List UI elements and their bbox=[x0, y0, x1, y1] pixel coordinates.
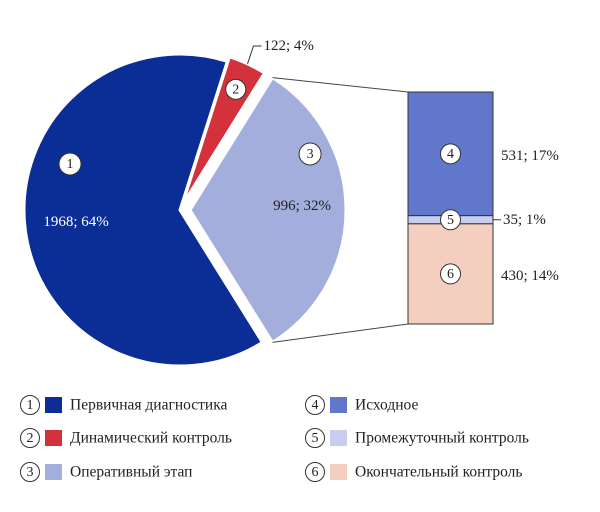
legend-swatch-4 bbox=[330, 397, 347, 413]
legend-entry-5: 5 Промежуточный контроль bbox=[305, 428, 529, 448]
legend-swatch-5 bbox=[330, 430, 347, 446]
pie-leader-2 bbox=[247, 45, 262, 64]
bar-marker-6: 6 bbox=[440, 263, 461, 285]
legend-marker-3-text: 3 bbox=[27, 465, 34, 480]
legend-entry-4: 4 Исходное bbox=[305, 395, 418, 415]
legend-marker-5-circle bbox=[305, 428, 325, 448]
pie-slice-1 bbox=[22, 52, 265, 368]
pie-label-3: 996; 32% bbox=[273, 198, 331, 214]
legend-marker-1-text: 1 bbox=[27, 398, 34, 413]
connector-bottom bbox=[272, 323, 409, 343]
legend-marker-3-circle bbox=[20, 462, 40, 482]
pie-marker-1-text: 1 bbox=[67, 157, 74, 172]
legend-label-6: Окончательный контроль bbox=[355, 464, 522, 481]
legend-entry-3: 3 Оперативный этап bbox=[20, 462, 192, 482]
legend-label-3: Оперативный этап bbox=[70, 464, 192, 481]
bar-marker-6-circle bbox=[440, 263, 461, 285]
legend-swatch-6 bbox=[330, 464, 347, 480]
bar-stack bbox=[407, 91, 494, 325]
legend-entry-1: 1 Первичная диагностика bbox=[20, 395, 228, 415]
bar-marker-5-text: 5 bbox=[447, 213, 454, 228]
legend-marker-5-text: 5 bbox=[312, 431, 319, 446]
legend-marker-6-circle bbox=[305, 462, 325, 482]
bar-marker-4-text: 4 bbox=[447, 147, 454, 162]
bar-marker-4: 4 bbox=[440, 143, 461, 165]
legend-marker-1-circle bbox=[20, 395, 40, 415]
pie-label-1: 1968; 64% bbox=[43, 214, 108, 230]
bar-marker-5-circle bbox=[440, 209, 461, 231]
pie-marker-1-circle bbox=[58, 152, 82, 176]
pie-marker-2: 2 bbox=[225, 78, 247, 100]
pie-marker-2-text: 2 bbox=[232, 82, 239, 97]
pie-marker-1: 1 bbox=[58, 152, 82, 176]
bar-label-4: 531; 17% bbox=[501, 148, 559, 164]
legend-marker-4-circle bbox=[305, 395, 325, 415]
legend-entry-6: 6 Окончательный контроль bbox=[305, 462, 522, 482]
legend: 1 Первичная диагностика 2 Динамический конт… bbox=[20, 395, 529, 482]
pie-marker-3-circle bbox=[298, 142, 322, 166]
legend-marker-6-text: 6 bbox=[312, 465, 319, 480]
legend-marker-4-text: 4 bbox=[312, 398, 319, 413]
pie-marker-3-text: 3 bbox=[307, 147, 314, 162]
bar-label-5: 35; 1% bbox=[503, 212, 546, 228]
pie-label-2: 122; 4% bbox=[264, 38, 314, 54]
legend-swatch-2 bbox=[45, 430, 62, 446]
legend-label-2: Динамический контроль bbox=[70, 430, 232, 447]
pie-marker-2-circle bbox=[225, 78, 247, 100]
legend-marker-2-text: 2 bbox=[27, 431, 34, 446]
legend-label-1: Первичная диагностика bbox=[70, 397, 228, 414]
pie-marker-3: 3 bbox=[298, 142, 322, 166]
bar-marker-4-circle bbox=[440, 143, 461, 165]
legend-entry-2: 2 Динамический контроль bbox=[20, 428, 232, 448]
bar-marker-5: 5 bbox=[440, 209, 461, 231]
connector-top bbox=[272, 77, 409, 93]
legend-marker-2-circle bbox=[20, 428, 40, 448]
legend-label-4: Исходное bbox=[355, 397, 418, 414]
bar-marker-6-text: 6 bbox=[447, 267, 454, 282]
legend-label-5: Промежуточный контроль bbox=[355, 430, 529, 447]
legend-swatch-1 bbox=[45, 397, 62, 413]
legend-swatch-3 bbox=[45, 464, 62, 480]
bar-label-6: 430; 14% bbox=[501, 268, 559, 284]
